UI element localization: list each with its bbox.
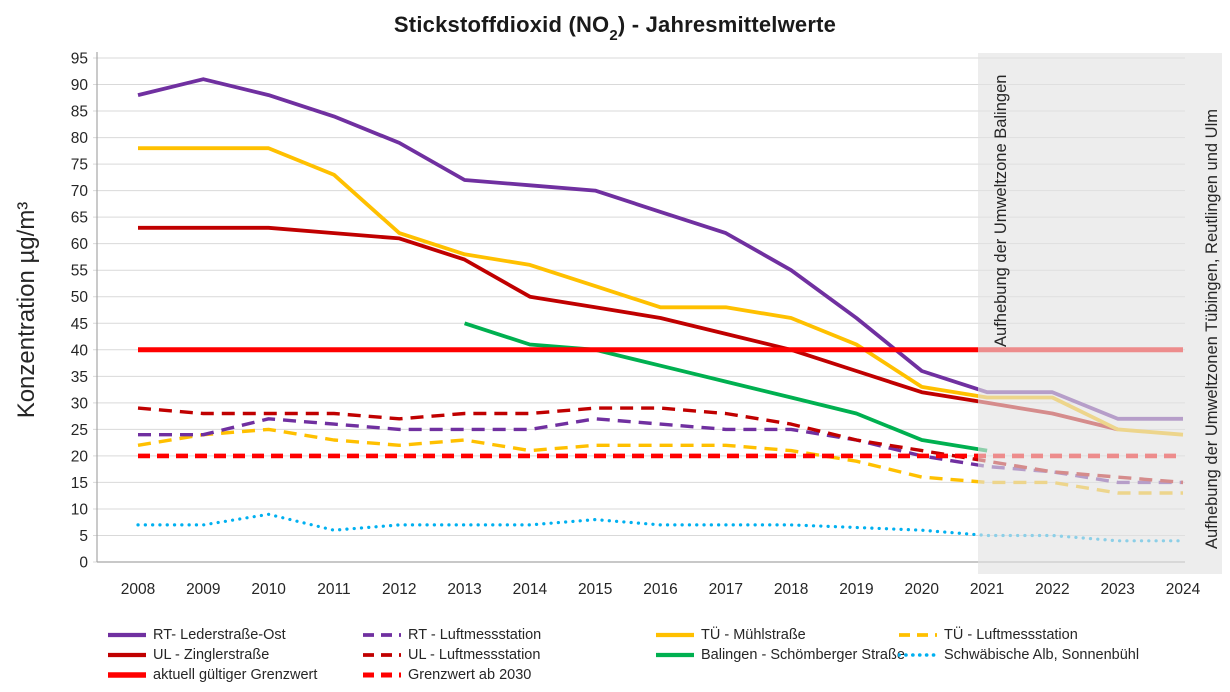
y-tick-label: 60 (71, 236, 89, 253)
umweltzone-overlay-band (978, 53, 1222, 574)
y-tick-label: 45 (71, 316, 88, 333)
legend-line-sample-tu-luftmessstation (899, 633, 937, 637)
legend-line-sample-ul-zinglerstrasse (108, 652, 146, 658)
series-line-rt-luftmessstation (138, 417, 1183, 485)
series-line-tu-luftmessstation (137, 427, 1183, 495)
y-tick-label: 85 (71, 104, 88, 121)
legend-item-rt-lederstrasse-ost: RT- Lederstraße-Ost (107, 625, 286, 645)
x-tick-label: 2016 (643, 581, 677, 598)
chart-legend: RT- Lederstraße-Ost UL - Zinglerstraße akt… (0, 615, 1230, 692)
legend-item-ul-zinglerstrasse: UL - Zinglerstraße (107, 645, 269, 665)
legend-label-ul-zinglerstrasse: UL - Zinglerstraße (153, 647, 270, 663)
line-chart-canvas: 0 5 10 15 20 25 30 35 40 45 50 55 60 65 70 75 80 85 90 95 20… (13, 51, 1222, 598)
x-tick-label: 2023 (1100, 581, 1134, 598)
y-tick-label: 70 (71, 183, 89, 200)
x-tick-label: 2019 (839, 581, 873, 598)
legend-item-ul-luftmessstation: UL - Luftmessstation (362, 645, 540, 665)
legend-item-schwabische-alb-sonnenbuhl: Schwäbische Alb, Sonnenbühl (898, 645, 1139, 665)
legend-item-balingen-schomberger-strasse: Balingen - Schömberger Straße (655, 645, 905, 665)
chart-title-text-end: ) - Jahresmittelwerte (617, 12, 837, 37)
y-tick-label: 80 (71, 130, 89, 147)
y-tick-label: 5 (79, 528, 88, 545)
legend-line-sample-balingen-schomberger-strasse (656, 652, 694, 658)
legend-line-sample-ul-luftmessstation (363, 653, 401, 657)
y-tick-label: 25 (71, 422, 88, 439)
legend-label-tu-muhlstrasse: TÜ - Mühlstraße (701, 627, 806, 643)
series-line-balingen-schomberger-strasse (464, 321, 988, 453)
legend-line-sample-rt-luftmessstation (363, 633, 401, 637)
x-tick-label: 2010 (251, 581, 286, 598)
legend-item-grenzwert-ab-2030: Grenzwert ab 2030 (362, 665, 531, 685)
legend-item-tu-muhlstrasse: TÜ - Mühlstraße (655, 625, 806, 645)
legend-line-sample-rt-lederstrasse-ost (108, 632, 146, 638)
chart-title: Stickstoffdioxid (NO2) - Jahresmittelwer… (0, 12, 1230, 45)
x-tick-label: 2018 (774, 581, 808, 598)
legend-line-sample-schwabische-alb-sonnenbuhl (898, 653, 938, 657)
x-tick-label: 2022 (1035, 581, 1069, 598)
x-tick-label: 2015 (578, 581, 612, 598)
y-tick-label: 95 (71, 51, 88, 68)
y-tick-label: 35 (71, 369, 88, 386)
x-tick-label: 2011 (317, 581, 350, 598)
y-tick-label: 10 (71, 501, 89, 518)
y-tick-label: 0 (79, 555, 88, 572)
x-tick-label: 2013 (447, 581, 481, 598)
x-tick-label: 2008 (121, 581, 155, 598)
legend-label-tu-luftmessstation: TÜ - Luftmessstation (944, 627, 1078, 643)
y-axis-title: Konzentration µg/m³ (13, 202, 40, 419)
x-tick-label: 2017 (709, 581, 743, 598)
x-tick-label: 2024 (1166, 581, 1201, 598)
y-tick-label: 40 (71, 342, 89, 359)
x-tick-label: 2012 (382, 581, 416, 598)
legend-line-sample-grenzwert-ab-2030 (363, 672, 401, 678)
y-tick-label: 50 (71, 289, 89, 306)
y-tick-label: 65 (71, 210, 88, 227)
annotation-umweltzone-balingen: Aufhebung der Umweltzone Balingen (992, 75, 1010, 347)
legend-line-sample-aktuell-gultiger-grenzwert (108, 672, 146, 678)
chart-title-text: Stickstoffdioxid (NO (393, 12, 610, 37)
legend-line-sample-tu-muhlstrasse (656, 632, 694, 638)
y-tick-label: 55 (71, 263, 88, 280)
legend-item-tu-luftmessstation: TÜ - Luftmessstation (898, 625, 1078, 645)
y-tick-label: 90 (71, 77, 89, 94)
y-tick-label: 20 (71, 448, 89, 465)
legend-item-rt-luftmessstation: RT - Luftmessstation (362, 625, 541, 645)
chart-title-subscript: 2 (609, 27, 618, 45)
legend-label-balingen-schomberger-strasse: Balingen - Schömberger Straße (701, 647, 905, 663)
y-tick-label: 30 (71, 395, 89, 412)
x-tick-label: 2009 (186, 581, 220, 598)
y-tick-label: 15 (71, 475, 88, 492)
legend-label-grenzwert-ab-2030: Grenzwert ab 2030 (408, 667, 532, 683)
legend-label-ul-luftmessstation: UL - Luftmessstation (408, 647, 541, 663)
legend-label-schwabische-alb-sonnenbuhl: Schwäbische Alb, Sonnenbühl (944, 647, 1140, 663)
x-tick-label: 2020 (905, 581, 940, 598)
x-tick-label: 2014 (513, 581, 548, 598)
legend-label-rt-lederstrasse-ost: RT- Lederstraße-Ost (153, 627, 286, 643)
legend-item-aktuell-gultiger-grenzwert: aktuell gültiger Grenzwert (107, 665, 317, 685)
x-tick-label: 2021 (970, 581, 1004, 598)
legend-label-rt-luftmessstation: RT - Luftmessstation (408, 627, 542, 643)
annotation-umweltzonen-tue-rt-ul: Aufhebung der Umweltzonen Tübingen, Reut… (1203, 109, 1221, 549)
legend-label-aktuell-gultiger-grenzwert: aktuell gültiger Grenzwert (153, 667, 318, 683)
y-tick-label: 75 (71, 157, 88, 174)
series-line-ul-luftmessstation (137, 406, 1184, 485)
series-line-ul-zinglerstrasse (138, 225, 1119, 432)
